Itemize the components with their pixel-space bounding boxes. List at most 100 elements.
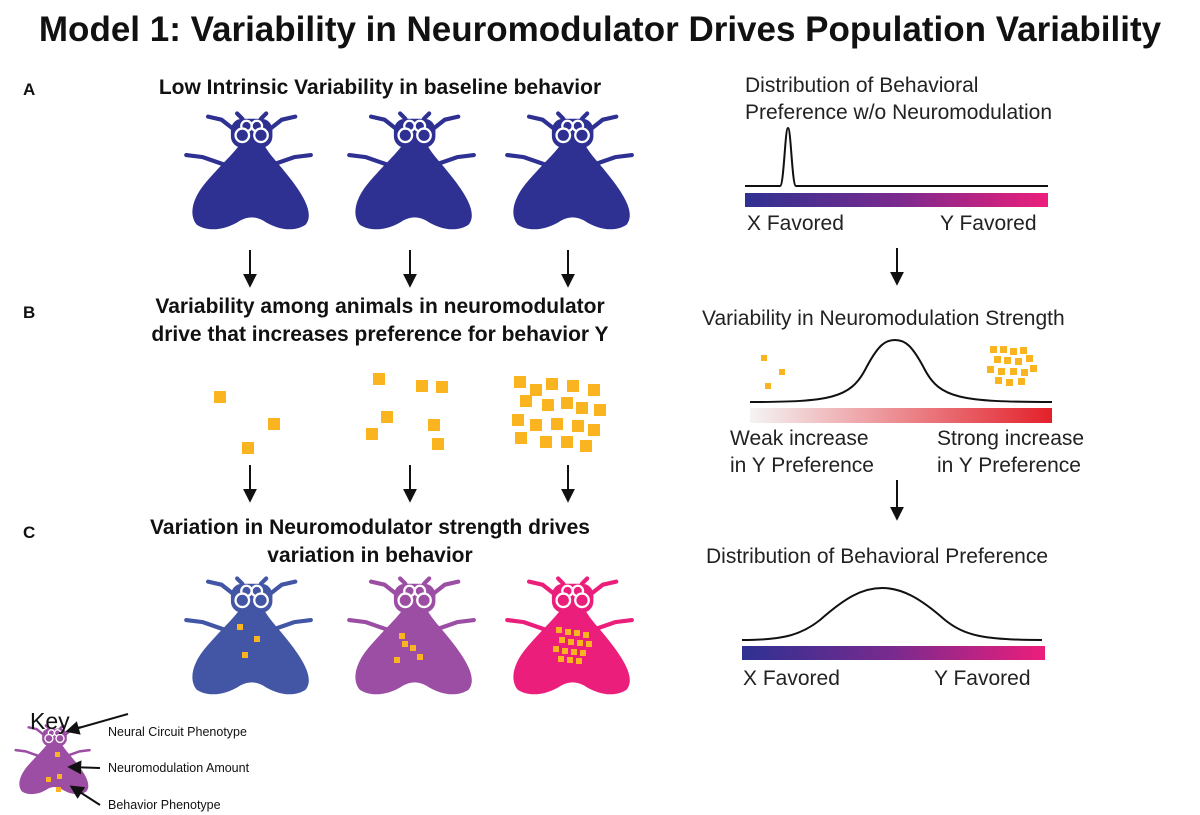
- strength-gradient-bar: [750, 408, 1052, 423]
- neuromodulator-square: [417, 654, 423, 660]
- neuromodulator-squares: [46, 346, 1037, 792]
- neuromodulator-square: [990, 346, 997, 353]
- neuromodulator-square: [588, 424, 600, 436]
- neuromodulator-square: [1010, 348, 1017, 355]
- neuromodulator-square: [373, 373, 385, 385]
- narrow-distribution-curve: [745, 126, 1048, 187]
- neuromodulator-square: [779, 369, 785, 375]
- neuromodulator-square: [558, 656, 564, 662]
- neuromodulator-square: [586, 641, 592, 647]
- neuromodulator-square: [1015, 358, 1022, 365]
- panel-c-heading-line2: variation in behavior: [267, 544, 473, 567]
- neuromodulator-square: [588, 384, 600, 396]
- neuromodulator-square: [574, 630, 580, 636]
- neuromodulator-square: [428, 419, 440, 431]
- neuromodulator-square: [1018, 378, 1025, 385]
- neuromodulator-square: [515, 432, 527, 444]
- key-neuromodulation: Neuromodulation Amount: [108, 761, 250, 775]
- neuromodulator-square: [546, 378, 558, 390]
- neuromodulator-square: [402, 641, 408, 647]
- neuromodulator-square: [998, 368, 1005, 375]
- key-arrow-behavior: [69, 785, 101, 806]
- y-favored-label-1: Y Favored: [940, 212, 1037, 235]
- neuromodulator-square: [994, 356, 1001, 363]
- neuromodulator-square: [1021, 369, 1028, 376]
- neuromodulator-square: [55, 752, 60, 757]
- neuromodulator-square: [556, 627, 562, 633]
- neuromodulator-square: [57, 774, 62, 779]
- neuromodulator-square: [514, 376, 526, 388]
- neuromodulator-square: [571, 649, 577, 655]
- dist1-title: Distribution of Behavioral Preference w/…: [745, 72, 1052, 126]
- neuromodulator-square: [1000, 346, 1007, 353]
- neuromodulator-square: [576, 402, 588, 414]
- neuromodulator-square: [530, 419, 542, 431]
- x-favored-label-2: X Favored: [743, 667, 840, 690]
- neuromodulator-square: [394, 657, 400, 663]
- neuromodulator-square: [410, 645, 416, 651]
- fly-mid-neuromodulation: [349, 579, 474, 695]
- strong-line1: Strong increase: [937, 427, 1085, 450]
- fly-baseline-3: [507, 114, 632, 230]
- panel-a-heading: Low Intrinsic Variability in baseline be…: [158, 76, 602, 99]
- neuromodulator-square: [399, 633, 405, 639]
- fly-baseline-2: [349, 114, 474, 230]
- neuromodulator-square: [567, 657, 573, 663]
- panel-letter-b: B: [23, 303, 36, 322]
- neuromodulator-square: [520, 395, 532, 407]
- neuromodulator-square: [1004, 357, 1011, 364]
- key-neural-circuit: Neural Circuit Phenotype: [108, 725, 247, 739]
- dist1-title-line2: Preference w/o Neuromodulation: [745, 101, 1053, 124]
- neuromodulator-square: [254, 636, 260, 642]
- dist1-title-line1: Distribution of Behavioral: [745, 74, 979, 97]
- panel-c-heading-line1: Variation in Neuromodulator strength dri…: [150, 516, 590, 539]
- neuromodulator-square: [567, 380, 579, 392]
- neuromodulator-square: [366, 428, 378, 440]
- neuromodulator-square: [46, 777, 51, 782]
- neuromodulator-square: [542, 399, 554, 411]
- preference-gradient-bar-2: [742, 646, 1045, 660]
- neuromodulator-square: [237, 624, 243, 630]
- neuromodulator-square: [580, 440, 592, 452]
- neuromodulator-square: [987, 366, 994, 373]
- neuromodulator-square: [416, 380, 428, 392]
- neuromodulator-square: [1026, 355, 1033, 362]
- neuromodulator-square: [561, 397, 573, 409]
- panel-b-heading-line1: Variability among animals in neuromodula…: [155, 295, 605, 318]
- fly-low-neuromodulation: [186, 579, 311, 695]
- neuromodulator-square: [268, 418, 280, 430]
- neuromodulator-square: [214, 391, 226, 403]
- x-favored-label-1: X Favored: [747, 212, 844, 235]
- key-title: Key: [30, 708, 70, 734]
- key-arrow-neuromod: [67, 760, 101, 775]
- strong-line2: in Y Preference: [937, 454, 1081, 477]
- neuromodulator-square: [1020, 347, 1027, 354]
- neuromodulator-square: [568, 639, 574, 645]
- panel-b-heading: Variability among animals in neuromodula…: [90, 293, 670, 349]
- neuromodulator-square: [530, 384, 542, 396]
- preference-gradient-bar-1: [745, 193, 1048, 207]
- y-favored-label-2: Y Favored: [934, 667, 1031, 690]
- neuromodulator-square: [381, 411, 393, 423]
- panel-letter-a: A: [23, 80, 36, 99]
- strong-increase-label: Strong increase in Y Preference: [937, 425, 1084, 479]
- figure-title: Model 1: Variability in Neuromodulator D…: [38, 10, 1162, 49]
- dist2-title: Distribution of Behavioral Preference: [706, 545, 1049, 568]
- neuromodulator-square: [432, 438, 444, 450]
- neuromodulator-square: [576, 658, 582, 664]
- neuromodulator-square: [242, 442, 254, 454]
- panel-letter-c: C: [23, 523, 36, 542]
- neuromodulator-square: [562, 648, 568, 654]
- fly-baseline-1: [186, 114, 311, 230]
- weak-line2: in Y Preference: [730, 454, 874, 477]
- weak-line1: Weak increase: [730, 427, 869, 450]
- neuromodulator-square: [594, 404, 606, 416]
- neuromodulator-square: [540, 436, 552, 448]
- neuromodulator-square: [1030, 365, 1037, 372]
- wide-distribution-curve: [741, 586, 1043, 641]
- key-fly: [14, 723, 92, 796]
- neuromodulator-square: [553, 646, 559, 652]
- neuromodulator-square: [56, 787, 61, 792]
- neuromodulator-square: [995, 377, 1002, 384]
